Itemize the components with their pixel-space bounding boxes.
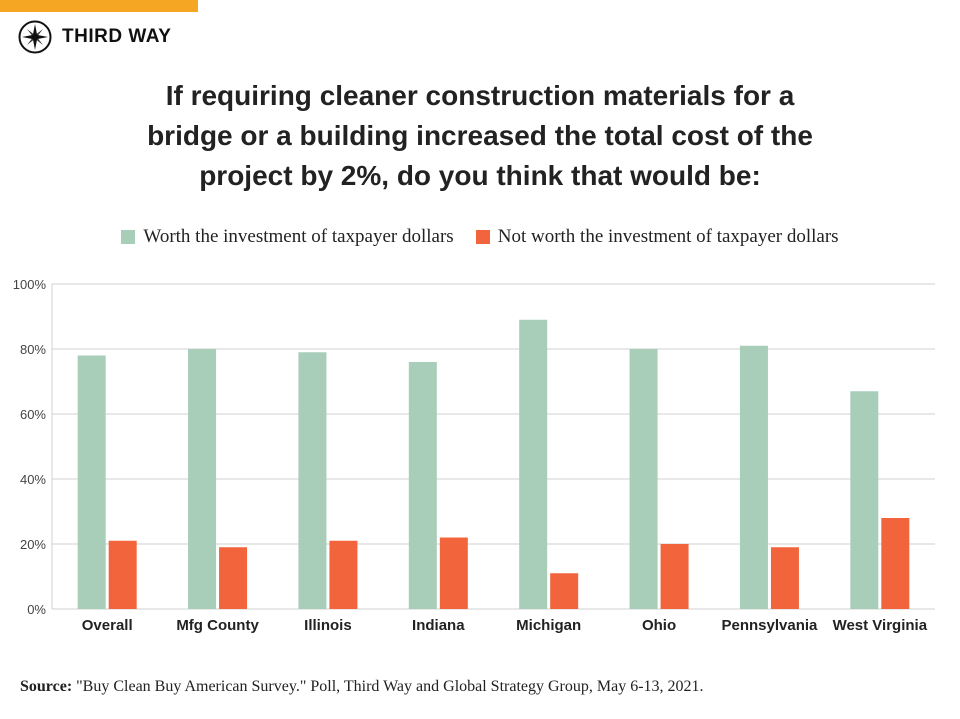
- x-tick-label: Pennsylvania: [721, 617, 818, 634]
- source-note: Source: "Buy Clean Buy American Survey."…: [20, 678, 704, 696]
- x-tick-label: Overall: [82, 617, 133, 634]
- bar-not-worth: [329, 540, 358, 609]
- title-line-1: If requiring cleaner construction materi…: [165, 80, 795, 111]
- title-line-3: project by 2%, do you think that would b…: [199, 160, 761, 191]
- x-tick-label: Indiana: [412, 617, 465, 634]
- legend-swatch-not-worth: [475, 230, 490, 244]
- x-tick-label: Ohio: [642, 617, 676, 634]
- title-line-2: bridge or a building increased the total…: [147, 120, 813, 151]
- brand-accent-bar: [0, 0, 198, 12]
- y-tick-label: 60%: [20, 407, 46, 422]
- bar-worth: [850, 391, 879, 609]
- y-tick-label: 0%: [27, 602, 46, 617]
- x-tick-label: Mfg County: [176, 617, 259, 634]
- bar-worth: [408, 362, 437, 609]
- y-tick-label: 40%: [20, 472, 46, 487]
- bar-worth: [739, 345, 768, 609]
- source-text: "Buy Clean Buy American Survey." Poll, T…: [76, 678, 704, 695]
- bar-not-worth: [219, 547, 248, 609]
- chart-legend: Worth the investment of taxpayer dollars…: [0, 226, 960, 248]
- bar-worth: [298, 352, 327, 609]
- bar-not-worth: [108, 540, 137, 609]
- brand-logo: THIRD WAY: [18, 20, 171, 54]
- bar-chart: 0% 20% 40% 60% 80% 100% Overall Mfg County Illin…: [13, 277, 935, 634]
- bar-worth: [77, 355, 106, 609]
- source-label: Source:: [20, 678, 73, 695]
- legend-label-worth: Worth the investment of taxpayer dollars: [143, 226, 454, 247]
- y-tick-label: 20%: [20, 537, 46, 552]
- legend-item-not-worth: Not worth the investment of taxpayer dol…: [475, 226, 839, 248]
- legend-label-not-worth: Not worth the investment of taxpayer dol…: [497, 226, 839, 247]
- bar-not-worth: [439, 537, 468, 609]
- bar-worth: [629, 349, 658, 609]
- chart-title: If requiring cleaner construction materi…: [80, 76, 880, 196]
- bar-worth: [188, 349, 217, 609]
- legend-item-worth: Worth the investment of taxpayer dollars: [121, 226, 454, 248]
- x-tick-label: Michigan: [516, 617, 581, 634]
- legend-swatch-worth: [121, 230, 136, 244]
- compass-icon: [18, 20, 52, 54]
- y-tick-label: 80%: [20, 342, 46, 357]
- bar-not-worth: [881, 518, 910, 609]
- bar-not-worth: [770, 547, 799, 609]
- x-tick-label: Illinois: [304, 617, 352, 634]
- bar-not-worth: [550, 573, 579, 609]
- x-tick-label: West Virginia: [833, 617, 928, 634]
- bar-worth: [519, 319, 548, 609]
- y-tick-label: 100%: [13, 277, 47, 292]
- brand-name: THIRD WAY: [62, 26, 172, 47]
- bar-not-worth: [660, 544, 689, 609]
